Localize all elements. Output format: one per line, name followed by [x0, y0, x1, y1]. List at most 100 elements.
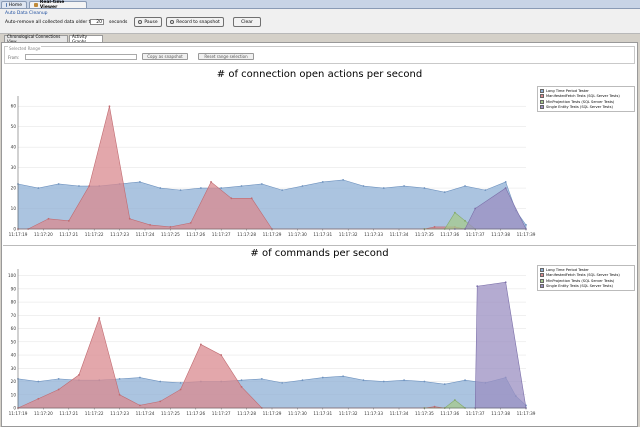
clear-button-label: Clear: [241, 19, 253, 25]
data-point: [453, 211, 456, 214]
tab-home[interactable]: Home: [1, 1, 27, 8]
legend-swatch: [540, 273, 544, 278]
y-tick-label: 90: [11, 286, 17, 291]
x-tick-label: 11:17:30: [288, 232, 307, 237]
data-point: [342, 375, 345, 378]
data-point: [260, 377, 263, 380]
x-tick-label: 11:17:35: [415, 411, 434, 416]
data-point: [403, 379, 405, 382]
legend-swatch: [540, 284, 544, 289]
data-point: [149, 224, 151, 226]
legend-item: Long Time Period Tester: [540, 88, 632, 94]
legend-swatch: [540, 278, 544, 283]
selected-range-group: Selected Range From: Copy as snapshot Re…: [4, 46, 635, 64]
data-point: [476, 285, 479, 288]
tab-home-label: Home: [8, 2, 22, 8]
tab-activity-graphs-label: Activity Graphs: [72, 34, 87, 44]
x-tick-label: 11:17:39: [517, 411, 536, 416]
from-label: From:: [8, 55, 20, 60]
x-tick-label: 11:17:38: [491, 232, 510, 237]
data-point: [260, 183, 263, 185]
pause-button[interactable]: Pause: [134, 17, 162, 27]
chart-title: # of connection open actions per second: [216, 69, 423, 80]
data-point: [128, 217, 131, 220]
copy-as-snapshot-button[interactable]: Copy as snapshot: [142, 53, 188, 60]
legend-swatch: [540, 99, 544, 104]
legend-item: ManifestedFetch Tests (SQL Server Tests): [540, 273, 632, 279]
legend-item: Single Entity Tests (SQL Server Tests): [540, 105, 632, 111]
x-tick-label: 11:17:36: [440, 411, 459, 416]
chart-legend: Long Time Period Tester ManifestedFetch …: [537, 86, 635, 112]
tab-activity-graphs[interactable]: Activity Graphs: [69, 34, 103, 44]
toolbar: Auto Data Cleanup Auto-remove all collec…: [0, 9, 640, 34]
data-point: [301, 185, 304, 187]
chart-title: # of commands per second: [250, 248, 389, 259]
pause-icon: [138, 20, 143, 24]
record-to-snapshot-button[interactable]: Record to snapshot: [166, 17, 224, 27]
data-point: [78, 185, 80, 187]
record-icon: [170, 20, 175, 24]
chart-legend: Long Time Period Tester ManifestedFetch …: [537, 265, 635, 291]
legend-item: Single Entity Tests (SQL Server Tests): [540, 284, 632, 290]
data-point: [159, 400, 162, 403]
x-tick-label: 11:17:25: [161, 411, 180, 416]
x-tick-label: 11:17:20: [34, 411, 53, 416]
commands-per-second-chart: # of commands per second 0 10 20 30 40 50 60 70…: [3, 245, 636, 426]
data-point: [159, 380, 162, 383]
legend-label: MinProjection Tests (SQL Server Tests): [546, 99, 615, 104]
x-tick-label: 11:17:24: [136, 411, 155, 416]
data-point: [281, 189, 284, 192]
x-tick-label: 11:17:23: [110, 232, 129, 237]
home-icon: [6, 3, 7, 7]
data-point: [240, 385, 243, 388]
data-point: [57, 183, 60, 185]
data-point: [78, 374, 80, 376]
data-point: [220, 354, 223, 356]
y-tick-label: 40: [11, 353, 17, 358]
x-tick-label: 11:17:22: [85, 411, 104, 416]
x-tick-label: 11:17:21: [59, 411, 78, 416]
pause-button-label: Pause: [144, 19, 158, 25]
data-point: [88, 185, 91, 187]
data-point: [179, 189, 182, 192]
data-point: [464, 379, 466, 382]
x-tick-label: 11:17:29: [263, 232, 282, 237]
tab-real-time-viewer[interactable]: Real-time Viewer: [29, 0, 87, 10]
clear-button[interactable]: Clear: [233, 17, 261, 27]
y-tick-label: 50: [11, 339, 17, 344]
from-range-field[interactable]: [25, 54, 137, 60]
connection-open-actions-plot[interactable]: 0 10 20 30 40 50 60 11:17:19 11:17:20 11:17:21 11:…: [3, 66, 636, 244]
series-area: [474, 281, 527, 409]
x-tick-label: 11:17:25: [161, 232, 180, 237]
auto-cleanup-link[interactable]: Auto Data Cleanup: [5, 11, 48, 16]
x-tick-label: 11:17:33: [364, 232, 383, 237]
legend-item: ManifestedFetch Tests (SQL Server Tests): [540, 94, 632, 100]
x-tick-label: 11:17:28: [237, 232, 256, 237]
x-tick-label: 11:17:28: [237, 411, 256, 416]
commands-per-second-plot[interactable]: 0 10 20 30 40 50 60 70 80 90 100 11:17:19 11:17:20 11…: [3, 246, 636, 426]
data-point: [433, 405, 436, 408]
x-tick-label: 11:17:20: [34, 232, 53, 237]
data-point: [433, 226, 436, 228]
document-tab-strip: Home Real-time Viewer: [0, 0, 640, 10]
selected-range-label: Selected Range: [8, 46, 42, 51]
data-point: [67, 219, 70, 222]
data-point: [230, 197, 233, 200]
record-button-label: Record to snapshot: [176, 19, 220, 25]
reset-range-selection-button[interactable]: Reset range selection: [198, 53, 254, 60]
data-point: [179, 388, 182, 391]
data-point: [362, 379, 365, 382]
data-point: [179, 381, 182, 384]
y-tick-label: 10: [11, 206, 17, 211]
auto-remove-seconds-input[interactable]: 20: [90, 19, 104, 25]
data-point: [98, 317, 101, 319]
legend-item: Long Time Period Tester: [540, 267, 632, 273]
tab-real-time-viewer-label: Real-time Viewer: [39, 0, 65, 10]
x-tick-label: 11:17:19: [9, 232, 28, 237]
x-tick-label: 11:17:19: [9, 411, 28, 416]
data-point: [57, 377, 60, 380]
tab-chronological-connections-view[interactable]: Chronological Connections View: [4, 34, 68, 44]
data-point: [423, 187, 426, 189]
x-tick-label: 11:17:34: [390, 232, 409, 237]
data-point: [57, 388, 60, 391]
